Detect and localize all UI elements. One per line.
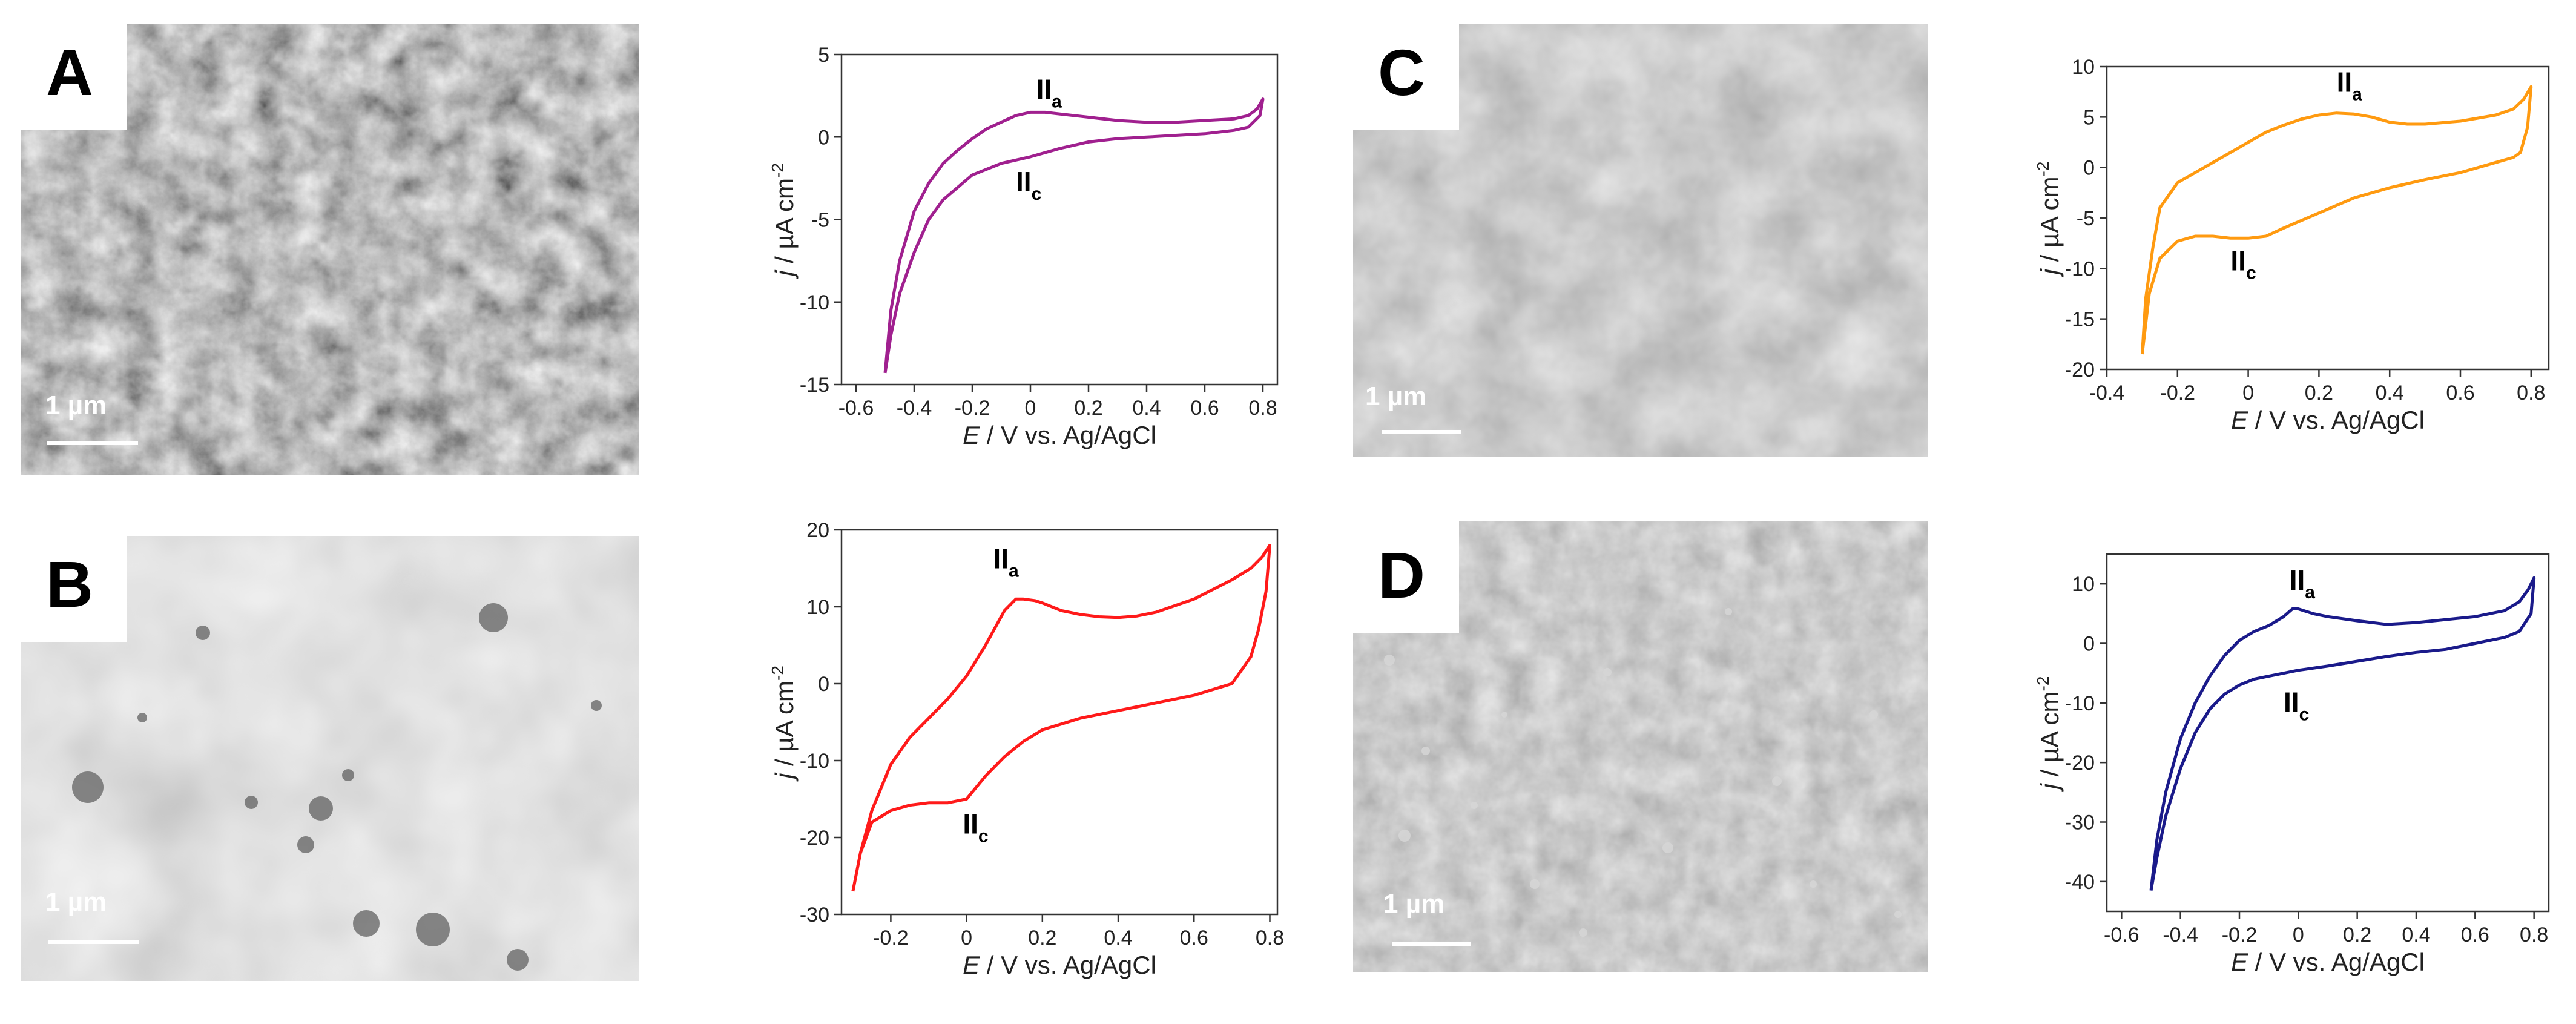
x-tick-label-d: 0 <box>2293 923 2304 946</box>
scale-bar-a <box>47 441 138 445</box>
y-tick-label-c: -5 <box>2077 207 2095 230</box>
y-tick-label-d: -10 <box>2065 692 2095 715</box>
panel-label-b: B <box>12 527 127 642</box>
x-tick-label-b: -0.2 <box>873 927 909 950</box>
x-axis-title-b: E / V vs. Ag/AgCl <box>963 951 1156 979</box>
y-tick-label-b: 0 <box>818 673 829 696</box>
x-tick-label-a: 0.2 <box>1074 397 1102 420</box>
y-tick-label-b: 20 <box>806 519 829 542</box>
x-tick-label-d: 0.2 <box>2343 923 2371 946</box>
y-tick-label-b: -10 <box>800 750 829 773</box>
cv-curve-d <box>2149 576 2536 891</box>
scale-bar-d <box>1392 942 1471 946</box>
y-tick-label-d: -40 <box>2065 871 2095 894</box>
y-tick-label-c: -15 <box>2065 308 2095 331</box>
y-tick-label-a: 5 <box>818 44 829 67</box>
x-tick-label-c: -0.2 <box>2160 382 2196 405</box>
y-tick-label-a: 0 <box>818 126 829 149</box>
y-tick-label-d: -30 <box>2065 811 2095 834</box>
scale-bar-b <box>48 940 139 944</box>
panel-label-a: A <box>12 15 127 130</box>
x-tick-label-c: -0.4 <box>2089 382 2125 405</box>
y-tick-label-c: -10 <box>2065 257 2095 280</box>
peak-label-b-c: IIc <box>963 808 988 847</box>
scale-bar-c <box>1382 430 1461 434</box>
cv-chart-b: -0.2 0 0.2 0.4 0.6 0.8 20 10 0 -10 -20 -30 E / V vs.… <box>763 519 1296 1002</box>
x-tick-label-a: -0.4 <box>897 397 932 420</box>
y-tick-label-a: -10 <box>800 291 829 314</box>
x-tick-label-c: 0.2 <box>2305 382 2333 405</box>
x-tick-label-d: 0.6 <box>2461 923 2489 946</box>
x-tick-label-c: 0.8 <box>2517 382 2545 405</box>
y-axis-title-a: j / µA cm-2 <box>768 163 799 279</box>
y-tick-label-c: 10 <box>2072 56 2095 79</box>
x-tick-label-b: 0.6 <box>1180 927 1208 950</box>
plot-frame-c <box>2106 65 2550 371</box>
x-tick-label-b: 0.4 <box>1104 927 1132 950</box>
scale-text-c: 1 µm <box>1365 382 1427 411</box>
x-axis-title-d: E / V vs. Ag/AgCl <box>2231 948 2425 976</box>
y-tick-label-d: 10 <box>2072 573 2095 596</box>
x-tick-label-d: -0.4 <box>2163 923 2198 946</box>
y-tick-label-b: -30 <box>800 903 829 927</box>
x-tick-label-a: 0.6 <box>1190 397 1219 420</box>
panel-label-c: C <box>1344 15 1459 130</box>
y-tick-label-a: -15 <box>800 374 829 397</box>
y-tick-label-c: 0 <box>2083 157 2095 180</box>
y-axis-title-d: j / µA cm-2 <box>2034 676 2064 793</box>
x-tick-label-a: 0.8 <box>1248 397 1277 420</box>
x-tick-label-a: -0.2 <box>955 397 990 420</box>
scale-text-a: 1 µm <box>45 391 107 420</box>
cv-curve-c <box>2140 85 2533 355</box>
x-tick-label-d: 0.4 <box>2402 923 2430 946</box>
cv-chart-c: -0.4 -0.2 0 0.2 0.4 0.6 0.8 10 5 0 -5 -10 -15 -20 E / … <box>2034 56 2555 434</box>
peak-label-d-a: IIa <box>2290 564 2316 603</box>
y-tick-label-a: -5 <box>811 209 829 232</box>
panel-label-d: D <box>1344 518 1459 633</box>
y-tick-label-d: -20 <box>2065 751 2095 775</box>
y-axis-title-b: j / µA cm-2 <box>768 666 799 782</box>
y-axis-title-c: j / µA cm-2 <box>2034 162 2064 278</box>
x-tick-label-b: 0.2 <box>1028 927 1056 950</box>
x-tick-label-d: 0.8 <box>2520 923 2548 946</box>
peak-label-b-a: IIa <box>993 543 1019 581</box>
x-tick-label-b: 0.8 <box>1256 927 1284 950</box>
peak-label-a-a: IIa <box>1036 74 1062 112</box>
y-tick-label-c: -20 <box>2065 358 2095 382</box>
peak-label-a-c: IIc <box>1016 166 1041 204</box>
x-tick-label-c: 0.6 <box>2446 382 2474 405</box>
y-tick-label-d: 0 <box>2083 633 2095 656</box>
plot-frame-b <box>840 529 1279 916</box>
x-tick-label-d: -0.6 <box>2104 923 2140 946</box>
scale-text-d: 1 µm <box>1383 889 1445 919</box>
x-tick-label-b: 0 <box>961 927 972 950</box>
x-tick-label-c: 0 <box>2242 382 2254 405</box>
peak-label-c-c: IIc <box>2230 245 2256 283</box>
x-tick-label-a: -0.6 <box>838 397 874 420</box>
x-tick-label-a: 0.4 <box>1132 397 1161 420</box>
scale-text-b: 1 µm <box>45 887 107 917</box>
x-tick-label-d: -0.2 <box>2222 923 2258 946</box>
peak-label-d-c: IIc <box>2284 687 2309 725</box>
cv-chart-a: -0.6 -0.4 -0.2 0 0.2 0.4 0.6 0.8 5 0 -5 -10 -15 E / V… <box>763 44 1296 449</box>
x-axis-title-a: E / V vs. Ag/AgCl <box>963 421 1156 449</box>
x-tick-label-a: 0 <box>1025 397 1036 420</box>
x-tick-label-c: 0.4 <box>2376 382 2404 405</box>
y-tick-label-b: -20 <box>800 827 829 850</box>
cv-chart-d: -0.6 -0.4 -0.2 0 0.2 0.4 0.6 0.8 10 0 -10 -20 -30 -40… <box>2034 553 2555 976</box>
y-tick-label-b: 10 <box>806 596 829 619</box>
cv-curve-a <box>883 97 1265 374</box>
peak-label-c-a: IIa <box>2337 67 2363 105</box>
x-axis-title-c: E / V vs. Ag/AgCl <box>2231 406 2425 434</box>
y-tick-label-c: 5 <box>2083 106 2095 129</box>
plot-frame-d <box>2106 553 2550 913</box>
cv-curve-b <box>851 543 1271 892</box>
